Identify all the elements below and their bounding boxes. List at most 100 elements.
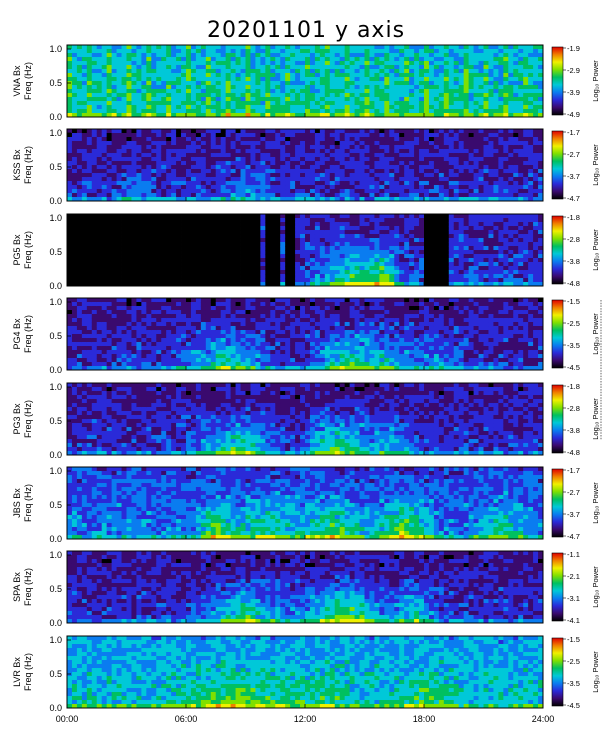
colorbar [551, 552, 564, 622]
y-tick-label: 0.5 [49, 162, 62, 172]
colorbar-tick-label: -4.7 [567, 532, 580, 541]
colorbar-tick-label: -1.7 [567, 466, 580, 475]
spectrogram-panel [67, 129, 544, 202]
y-tick-label: 0.0 [49, 534, 62, 544]
colorbar-tick-label: -2.1 [567, 572, 580, 581]
station-label: KSS Bx [12, 149, 22, 181]
spectrogram-panel [67, 45, 544, 118]
spectrogram-panel [67, 636, 544, 709]
y-tick-label: 0.0 [49, 112, 62, 122]
colorbar [551, 130, 564, 200]
spectrogram-panel [67, 551, 544, 624]
colorbar-tick-label: -4.7 [567, 194, 580, 203]
y-tick-label: 0.0 [49, 281, 62, 291]
y-tick-label: 0.0 [49, 365, 62, 375]
x-tick-label: 18:00 [413, 714, 436, 724]
station-label: SPA Bx [12, 572, 22, 602]
colorbar-tick-label: -2.5 [567, 657, 580, 666]
colorbar-tick-label: -2.8 [567, 235, 580, 244]
colorbar-label: Log₁₀ Power [591, 482, 600, 524]
colorbar-tick-label: -3.9 [567, 88, 580, 97]
colorbar [551, 637, 564, 707]
y-tick-label: 1.0 [49, 44, 62, 54]
colorbar [551, 215, 564, 285]
colorbar [551, 384, 564, 454]
spectrogram-panel [67, 214, 544, 287]
y-tick-label: 1.0 [49, 382, 62, 392]
y-tick-label: 0.5 [49, 416, 62, 426]
colorbar-tick-label: -2.7 [567, 488, 580, 497]
y-tick-label: 0.5 [49, 331, 62, 341]
freq-axis-label: Freq (Hz) [23, 400, 33, 438]
spectrogram-panel [67, 383, 544, 456]
freq-axis-label: Freq (Hz) [23, 62, 33, 100]
colorbar-tick-label: -4.8 [567, 448, 580, 457]
y-tick-label: 1.0 [49, 128, 62, 138]
colorbar-label: Log₁₀ Power [591, 144, 600, 186]
station-label: PG5 Bx [12, 234, 22, 266]
y-tick-label: 0.0 [49, 703, 62, 713]
colorbar-tick-label: -4.5 [567, 363, 580, 372]
y-tick-label: 0.5 [49, 669, 62, 679]
colorbar-tick-label: -3.7 [567, 510, 580, 519]
station-label: LVR Bx [12, 657, 22, 687]
colorbar-tick-label: -2.9 [567, 66, 580, 75]
colorbar-tick-label: -4.5 [567, 701, 580, 710]
colorbar-tick-label: -2.8 [567, 404, 580, 413]
colorbar-tick-label: -3.8 [567, 257, 580, 266]
freq-axis-label: Freq (Hz) [23, 315, 33, 353]
freq-axis-label: Freq (Hz) [23, 146, 33, 184]
chart-title: 20201101 y axis [206, 18, 406, 43]
colorbar-tick-label: -1.8 [567, 213, 580, 222]
y-tick-label: 0.0 [49, 450, 62, 460]
x-tick-label: 24:00 [532, 714, 555, 724]
colorbar-tick-label: -3.7 [567, 172, 580, 181]
freq-axis-label: Freq (Hz) [23, 484, 33, 522]
colorbar-label: Log₁₀ Power [591, 229, 600, 271]
generation-stamp [600, 300, 602, 440]
y-tick-label: 0.0 [49, 618, 62, 628]
y-tick-label: 0.5 [49, 584, 62, 594]
colorbar-tick-label: -1.8 [567, 382, 580, 391]
colorbar-tick-label: -4.1 [567, 616, 580, 625]
colorbar-tick-label: -3.5 [567, 679, 580, 688]
y-tick-label: 1.0 [49, 550, 62, 560]
colorbar [551, 299, 564, 369]
colorbar-tick-label: -2.5 [567, 319, 580, 328]
y-tick-label: 1.0 [49, 466, 62, 476]
station-label: VNA Bx [12, 65, 22, 97]
colorbar-label: Log₁₀ Power [591, 566, 600, 608]
colorbar-tick-label: -1.1 [567, 550, 580, 559]
y-tick-label: 0.5 [49, 247, 62, 257]
colorbar-label: Log₁₀ Power [591, 398, 600, 440]
colorbar-tick-label: -1.5 [567, 635, 580, 644]
colorbar-tick-label: -1.9 [567, 44, 580, 53]
colorbar-tick-label: -4.8 [567, 279, 580, 288]
colorbar-tick-label: -3.5 [567, 341, 580, 350]
freq-axis-label: Freq (Hz) [23, 653, 33, 691]
spectrogram-panel [67, 298, 544, 371]
colorbar-label: Log₁₀ Power [591, 313, 600, 355]
freq-axis-label: Freq (Hz) [23, 231, 33, 269]
colorbar-tick-label: -3.8 [567, 426, 580, 435]
colorbar-tick-label: -1.7 [567, 128, 580, 137]
y-tick-label: 0.0 [49, 196, 62, 206]
y-tick-label: 1.0 [49, 213, 62, 223]
y-tick-label: 1.0 [49, 297, 62, 307]
x-tick-label: 00:00 [56, 714, 79, 724]
colorbar [551, 468, 564, 538]
freq-axis-label: Freq (Hz) [23, 568, 33, 606]
y-tick-label: 0.5 [49, 78, 62, 88]
colorbar-tick-label: -2.7 [567, 150, 580, 159]
station-label: JBS Bx [12, 488, 22, 518]
colorbar-tick-label: -4.9 [567, 110, 580, 119]
station-label: PG4 Bx [12, 318, 22, 350]
y-tick-label: 1.0 [49, 635, 62, 645]
x-tick-label: 12:00 [294, 714, 317, 724]
colorbar-tick-label: -1.5 [567, 297, 580, 306]
spectrogram-panel [67, 467, 544, 540]
station-label: PG3 Bx [12, 403, 22, 435]
y-tick-label: 0.5 [49, 500, 62, 510]
colorbar-tick-label: -3.1 [567, 594, 580, 603]
